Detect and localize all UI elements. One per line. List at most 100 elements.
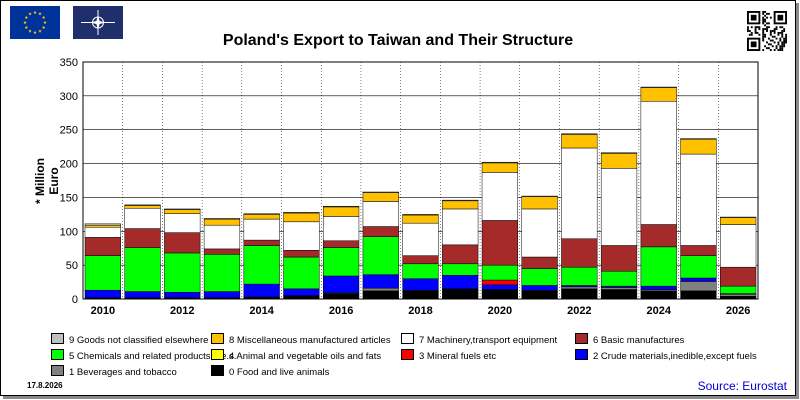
bar-segment	[84, 289, 121, 298]
x-tick-label: 2024	[646, 305, 671, 317]
bar-segment	[640, 224, 677, 248]
bar-segment	[640, 87, 677, 102]
bar-segment	[600, 287, 638, 290]
bar-segment	[442, 263, 479, 276]
bar-segment	[442, 275, 479, 290]
bar-segment	[322, 206, 360, 217]
bar-segment	[84, 237, 121, 256]
bar-segment	[600, 270, 638, 287]
bar-segment	[521, 285, 558, 291]
legend-swatch	[401, 333, 414, 344]
bar-segment	[521, 196, 558, 210]
bar-segment	[283, 212, 320, 214]
y-tick-label: 250	[60, 125, 78, 137]
legend-swatch	[51, 365, 64, 376]
bar-segment	[442, 208, 479, 246]
x-tick-label: 2012	[170, 305, 194, 317]
legend-label: 2 Crude materials,inedible,except fuels	[593, 351, 757, 362]
legend-swatch	[575, 333, 588, 344]
legend-label: 7 Machinery,transport equipment	[419, 335, 558, 346]
x-tick-label: 2022	[567, 305, 591, 317]
bar-segment	[124, 291, 161, 298]
bar-segment	[283, 295, 320, 300]
bar-segment	[680, 245, 717, 256]
y-tick-label: 350	[60, 57, 78, 69]
legend-label: 8 Miscellaneous manufactured articles	[229, 335, 391, 346]
bar-segment	[124, 247, 161, 292]
bar-segment	[640, 246, 677, 287]
legend-swatch	[575, 349, 588, 360]
bar-segment	[362, 236, 399, 275]
bar-segment	[720, 224, 757, 268]
bar-segment	[124, 208, 161, 229]
legend-swatch	[51, 349, 64, 360]
bar-segment	[362, 201, 399, 227]
legend-label: 9 Goods not classified elsewhere	[69, 335, 209, 346]
bar-segment	[124, 205, 161, 209]
y-tick-label: 150	[60, 192, 78, 204]
bar-segment	[362, 287, 399, 292]
y-tick-label: 100	[60, 226, 78, 238]
bar-segment	[600, 245, 638, 272]
legend-item: 3 Mineral fuels etc	[401, 349, 496, 362]
x-tick-label: 2018	[408, 305, 432, 317]
bar-segment	[561, 133, 598, 135]
bar-segment	[442, 199, 479, 202]
bar-segment	[322, 293, 360, 300]
bar-segment	[283, 288, 320, 296]
bar-segment	[481, 279, 519, 286]
bar-segment	[680, 255, 717, 279]
bar-segment	[362, 191, 399, 193]
bar-segment	[680, 277, 717, 282]
bar-segment	[322, 240, 360, 248]
bar-segment	[442, 244, 479, 265]
bar-segment	[720, 216, 757, 218]
x-tick-label: 2010	[91, 305, 115, 317]
legend-label: 6 Basic manufactures	[593, 335, 685, 346]
y-tick-label: 0	[72, 294, 78, 306]
source-note: Source: Eurostat	[697, 379, 787, 393]
bar-segment	[402, 214, 439, 224]
legend-item: 8 Miscellaneous manufactured articles	[211, 333, 391, 346]
eu-flag-icon	[10, 6, 60, 39]
bar-segment	[521, 268, 558, 286]
bar-segment	[243, 213, 280, 215]
bar-segment	[561, 147, 598, 239]
bar-segment	[561, 288, 598, 300]
bar-segment	[680, 138, 717, 155]
bar-segment	[203, 224, 241, 250]
legend-item: 9 Goods not classified elsewhere	[51, 333, 208, 346]
bar-segment	[640, 285, 677, 290]
bar-segment	[442, 200, 479, 210]
bar-segment	[561, 286, 598, 290]
bar-segment	[561, 266, 598, 286]
bar-segment	[203, 254, 241, 292]
bar-segment	[243, 239, 280, 246]
bar-segment	[362, 290, 399, 300]
bar-segment	[84, 224, 121, 228]
bar-segment	[521, 195, 558, 198]
bar-segment	[402, 222, 439, 256]
bar-segment	[442, 288, 479, 300]
bar-segment	[481, 289, 519, 300]
bar-segment	[561, 238, 598, 268]
bar-segment	[720, 217, 757, 225]
bar-segment	[402, 290, 439, 300]
bar-segment	[362, 274, 399, 289]
bar-segment	[124, 228, 161, 248]
bar-segment	[680, 290, 717, 300]
bar-segment	[680, 138, 717, 140]
bar-segment	[481, 264, 519, 281]
bar-segment	[600, 289, 638, 300]
bar-segment	[84, 255, 121, 291]
bar-segment	[402, 278, 439, 291]
bar-segment	[283, 221, 320, 251]
bar-segment	[481, 161, 519, 164]
bar-segment	[322, 205, 360, 208]
bar-segment	[164, 232, 201, 254]
plot-area: 0 50 100 150 200 250 300 350 2010 2012 2014 2016 201…	[60, 57, 759, 317]
bar-segment	[720, 294, 757, 297]
legend-item: 0 Food and live animals	[211, 365, 329, 378]
y-tick-label: 50	[66, 260, 78, 272]
